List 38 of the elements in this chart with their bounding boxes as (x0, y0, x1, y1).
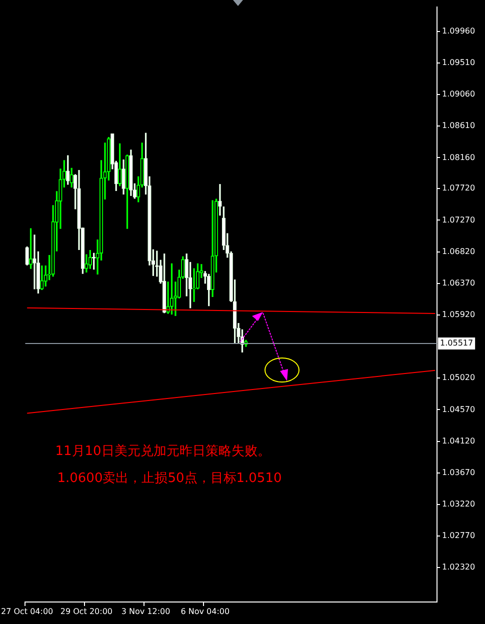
y-tick-label: 1.03670 (442, 468, 476, 477)
y-tick-label: 1.06820 (442, 246, 476, 256)
y-tick-label: 1.05020 (442, 373, 476, 382)
candlestick (129, 150, 133, 196)
annotation: 11月10日美元兑加元昨日策略失败。 (55, 443, 270, 460)
y-tick-label: 1.08160 (442, 152, 476, 162)
y-tick-label: 1.09510 (442, 58, 476, 68)
y-tick-label: 1.06370 (442, 278, 476, 288)
candlestick (40, 265, 44, 290)
y-tick-label: 1.07270 (442, 215, 476, 224)
x-tick-label: 6 Nov 04:00 (180, 606, 230, 616)
annotation: 1.0600卖出，止损50点，目标1.0510 (57, 471, 282, 486)
y-tick-label: 1.09960 (442, 26, 476, 36)
candlestick (32, 234, 36, 290)
y-tick-label: 1.07720 (442, 184, 476, 193)
candlestick (25, 246, 29, 266)
y-tick-label: 1.03220 (442, 500, 476, 509)
x-tick-label: 3 Nov 12:00 (121, 606, 170, 616)
candlestick (70, 168, 74, 188)
y-tick-label: 1.02320 (442, 562, 476, 572)
candlestick (84, 254, 88, 272)
candlestick (88, 250, 92, 269)
x-tick-label: 29 Oct 20:00 (60, 606, 113, 616)
candlestick (125, 154, 130, 229)
x-tick-label: 27 Oct 04:00 (1, 606, 54, 616)
candlestick (118, 143, 122, 186)
candlestick (218, 184, 222, 216)
ref-line-label: 1.05517 (440, 338, 474, 348)
candlestick (210, 200, 214, 298)
y-tick-label: 1.04120 (442, 436, 476, 446)
y-tick-label: 1.02770 (442, 531, 476, 540)
y-tick-label: 1.09060 (442, 90, 476, 99)
y-tick-label: 1.04570 (442, 404, 476, 414)
candlestick (207, 274, 211, 306)
candlestick (122, 159, 126, 195)
candlestick (66, 155, 70, 185)
y-tick-label: 1.08610 (442, 121, 476, 130)
y-tick-label: 1.05920 (442, 310, 476, 320)
